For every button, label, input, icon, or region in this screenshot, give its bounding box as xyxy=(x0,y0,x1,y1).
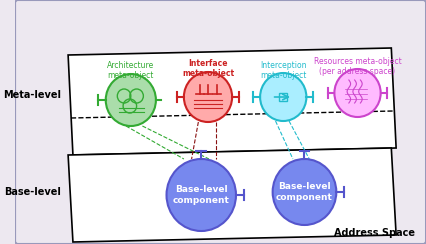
Text: Base-level: Base-level xyxy=(4,187,61,197)
FancyBboxPatch shape xyxy=(15,0,425,244)
Circle shape xyxy=(184,72,232,122)
Text: Resources meta-object
(per address space): Resources meta-object (per address space… xyxy=(313,57,400,76)
Circle shape xyxy=(106,74,155,126)
Bar xyxy=(279,93,286,101)
Polygon shape xyxy=(68,148,395,242)
Text: Interface
meta-object: Interface meta-object xyxy=(181,59,233,78)
Circle shape xyxy=(334,69,380,117)
Circle shape xyxy=(166,159,236,231)
Circle shape xyxy=(272,159,336,225)
Text: Architecture
meta-object: Architecture meta-object xyxy=(107,61,154,81)
Text: Base-level
component: Base-level component xyxy=(173,185,229,205)
Text: Interception
meta-object: Interception meta-object xyxy=(259,61,306,81)
Polygon shape xyxy=(68,48,395,155)
Circle shape xyxy=(259,73,306,121)
Text: Address Space: Address Space xyxy=(334,228,414,238)
Text: Meta-level: Meta-level xyxy=(3,90,61,100)
Text: Base-level
component: Base-level component xyxy=(275,182,332,202)
